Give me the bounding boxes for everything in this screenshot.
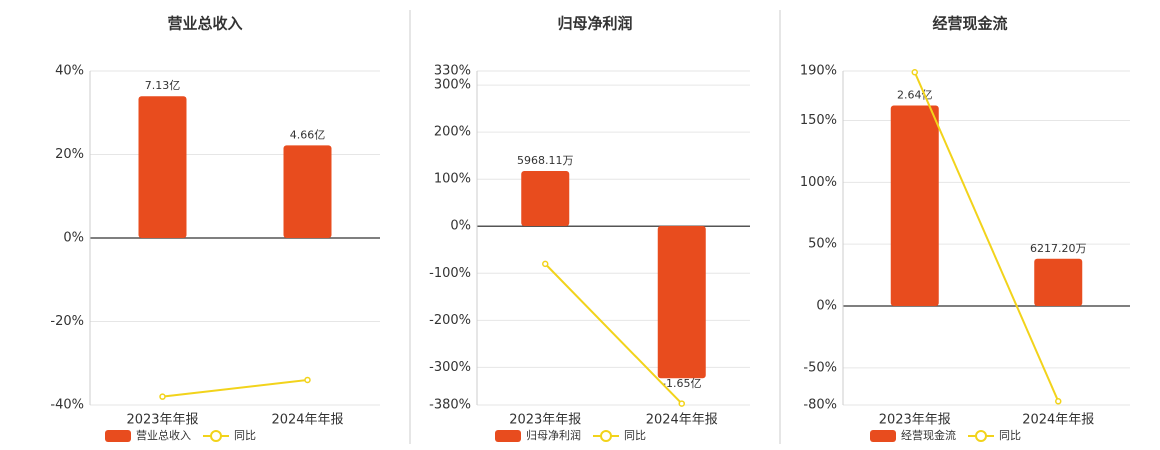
y-tick-label: -100% — [429, 266, 471, 281]
y-tick-label: -300% — [429, 360, 471, 375]
y-tick-label: 190% — [800, 64, 837, 79]
chart-title: 归母净利润 — [557, 15, 632, 33]
legend-marker — [495, 430, 521, 442]
value-label: 7.13亿 — [145, 79, 181, 92]
bar — [521, 170, 570, 227]
x-tick-label: 2023年年报 — [126, 413, 198, 428]
y-tick-label: 150% — [800, 113, 837, 128]
line-point — [304, 376, 311, 384]
bar — [283, 145, 332, 238]
line — [162, 378, 308, 398]
legend-marker — [975, 430, 987, 442]
y-tick-label: 200% — [434, 125, 471, 140]
legend-marker — [210, 430, 222, 442]
x-tick-label: 2024年年报 — [271, 413, 343, 428]
y-tick-label: -80% — [803, 398, 837, 413]
y-tick-label: 0% — [816, 299, 837, 314]
y-tick-label: 40% — [55, 64, 84, 79]
legend-marker — [870, 430, 896, 442]
bar — [1034, 258, 1083, 307]
y-tick-label: 20% — [55, 147, 84, 162]
y-tick-label: 100% — [800, 175, 837, 190]
value-label: 5968.11万 — [517, 154, 574, 167]
y-tick-label: 50% — [808, 237, 837, 252]
y-tick-label: -40% — [50, 398, 84, 413]
legend-marker — [105, 430, 131, 442]
value-label: -1.65亿 — [662, 377, 701, 390]
legend-label: 营业总收入 — [136, 428, 191, 442]
y-tick-label: -20% — [50, 314, 84, 329]
value-label: 6217.20万 — [1030, 242, 1087, 255]
line-point — [678, 400, 685, 407]
x-tick-label: 2023年年报 — [879, 413, 951, 428]
line-point — [542, 260, 549, 268]
legend-marker — [600, 430, 612, 442]
legend-label: 同比 — [999, 429, 1021, 442]
y-tick-label: -200% — [429, 313, 471, 328]
line-point — [159, 393, 166, 400]
line-point — [1055, 398, 1062, 405]
y-tick-label: 0% — [450, 219, 471, 234]
line — [544, 263, 683, 405]
legend-label: 经营现金流 — [901, 428, 956, 442]
legend-label: 归母净利润 — [526, 428, 581, 442]
line-point — [911, 68, 918, 76]
line — [913, 71, 1060, 402]
bar — [138, 96, 187, 238]
legend-label: 同比 — [234, 429, 256, 442]
y-tick-label: 330% — [434, 64, 471, 79]
chart-title: 经营现金流 — [932, 15, 1007, 33]
y-tick-label: -50% — [803, 360, 837, 375]
x-tick-label: 2024年年报 — [646, 413, 718, 428]
bar — [890, 105, 939, 307]
x-tick-label: 2023年年报 — [509, 413, 581, 428]
y-tick-label: 100% — [434, 172, 471, 187]
bar — [657, 226, 706, 379]
y-tick-label: 0% — [63, 231, 84, 246]
y-tick-label: -380% — [429, 398, 471, 413]
y-tick-label: 300% — [434, 78, 471, 93]
chart-title: 营业总收入 — [167, 15, 242, 33]
x-tick-label: 2024年年报 — [1022, 413, 1094, 428]
value-label: 4.66亿 — [290, 128, 326, 141]
legend-label: 同比 — [624, 429, 646, 442]
